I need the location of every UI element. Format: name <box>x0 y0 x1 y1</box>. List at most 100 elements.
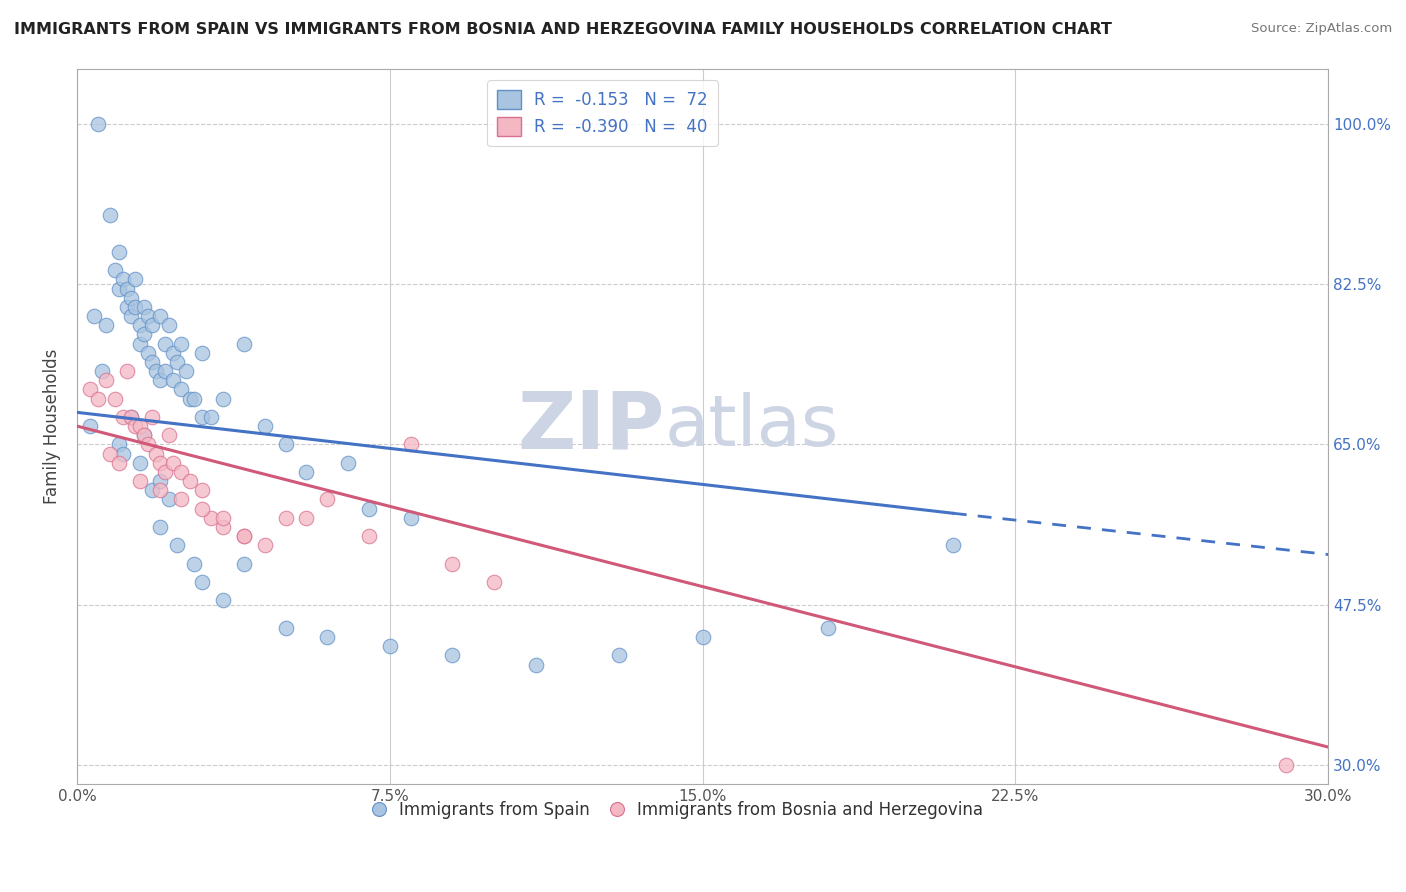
Point <box>83 309 105 323</box>
Point <box>141 318 163 333</box>
Point <box>115 282 138 296</box>
Y-axis label: Family Households: Family Households <box>44 349 60 504</box>
Text: Source: ZipAtlas.com: Source: ZipAtlas.com <box>1251 22 1392 36</box>
Point <box>149 474 172 488</box>
Point <box>817 621 839 635</box>
Point <box>232 557 254 571</box>
Point <box>337 456 360 470</box>
Point <box>132 428 155 442</box>
Point <box>274 511 297 525</box>
Point <box>170 465 193 479</box>
Point <box>232 529 254 543</box>
Point <box>183 392 205 406</box>
Point <box>174 364 197 378</box>
Point <box>153 364 176 378</box>
Point <box>191 345 214 359</box>
Point <box>357 501 380 516</box>
Point <box>253 538 276 552</box>
Point <box>132 327 155 342</box>
Point <box>111 409 134 424</box>
Point <box>274 437 297 451</box>
Point <box>295 511 318 525</box>
Point <box>295 465 318 479</box>
Point <box>316 492 339 507</box>
Point <box>128 474 150 488</box>
Point <box>179 474 201 488</box>
Point <box>149 520 172 534</box>
Point <box>157 492 180 507</box>
Point <box>942 538 965 552</box>
Point <box>124 272 146 286</box>
Text: IMMIGRANTS FROM SPAIN VS IMMIGRANTS FROM BOSNIA AND HERZEGOVINA FAMILY HOUSEHOLD: IMMIGRANTS FROM SPAIN VS IMMIGRANTS FROM… <box>14 22 1112 37</box>
Point <box>607 648 630 663</box>
Point <box>200 511 222 525</box>
Point <box>692 630 714 644</box>
Point <box>149 456 172 470</box>
Point <box>316 630 339 644</box>
Point <box>132 428 155 442</box>
Point <box>157 318 180 333</box>
Point <box>96 318 118 333</box>
Point <box>124 419 146 434</box>
Point <box>149 373 172 387</box>
Point <box>179 392 201 406</box>
Point <box>145 364 167 378</box>
Point <box>212 593 235 607</box>
Point <box>115 364 138 378</box>
Point <box>96 373 118 387</box>
Point <box>170 492 193 507</box>
Point <box>441 557 464 571</box>
Point <box>107 282 129 296</box>
Point <box>399 511 422 525</box>
Point <box>212 511 235 525</box>
Point <box>124 300 146 314</box>
Point <box>274 621 297 635</box>
Point <box>136 345 159 359</box>
Point <box>87 116 110 130</box>
Point <box>128 336 150 351</box>
Point <box>128 456 150 470</box>
Point <box>170 336 193 351</box>
Legend: Immigrants from Spain, Immigrants from Bosnia and Herzegovina: Immigrants from Spain, Immigrants from B… <box>366 794 990 825</box>
Point <box>132 300 155 314</box>
Point <box>136 437 159 451</box>
Point <box>162 456 184 470</box>
Point <box>162 373 184 387</box>
Point <box>91 364 114 378</box>
Point <box>128 318 150 333</box>
Point <box>100 208 122 222</box>
Point <box>166 538 188 552</box>
Point <box>157 428 180 442</box>
Point <box>253 419 276 434</box>
Point <box>524 657 547 672</box>
Point <box>153 465 176 479</box>
Point <box>100 447 122 461</box>
Point <box>79 383 101 397</box>
Point <box>232 336 254 351</box>
Point <box>441 648 464 663</box>
Point <box>1275 758 1298 772</box>
Point <box>141 409 163 424</box>
Point <box>120 291 142 305</box>
Point <box>191 574 214 589</box>
Point <box>166 355 188 369</box>
Point <box>191 483 214 498</box>
Point <box>120 409 142 424</box>
Text: ZIP: ZIP <box>517 387 665 465</box>
Point <box>357 529 380 543</box>
Point <box>145 447 167 461</box>
Point <box>111 447 134 461</box>
Point <box>87 392 110 406</box>
Text: atlas: atlas <box>665 392 839 460</box>
Point <box>191 409 214 424</box>
Point <box>141 483 163 498</box>
Point <box>482 574 505 589</box>
Point <box>153 336 176 351</box>
Point <box>136 309 159 323</box>
Point <box>212 520 235 534</box>
Point <box>111 272 134 286</box>
Point <box>399 437 422 451</box>
Point <box>104 392 127 406</box>
Point <box>120 309 142 323</box>
Point <box>107 244 129 259</box>
